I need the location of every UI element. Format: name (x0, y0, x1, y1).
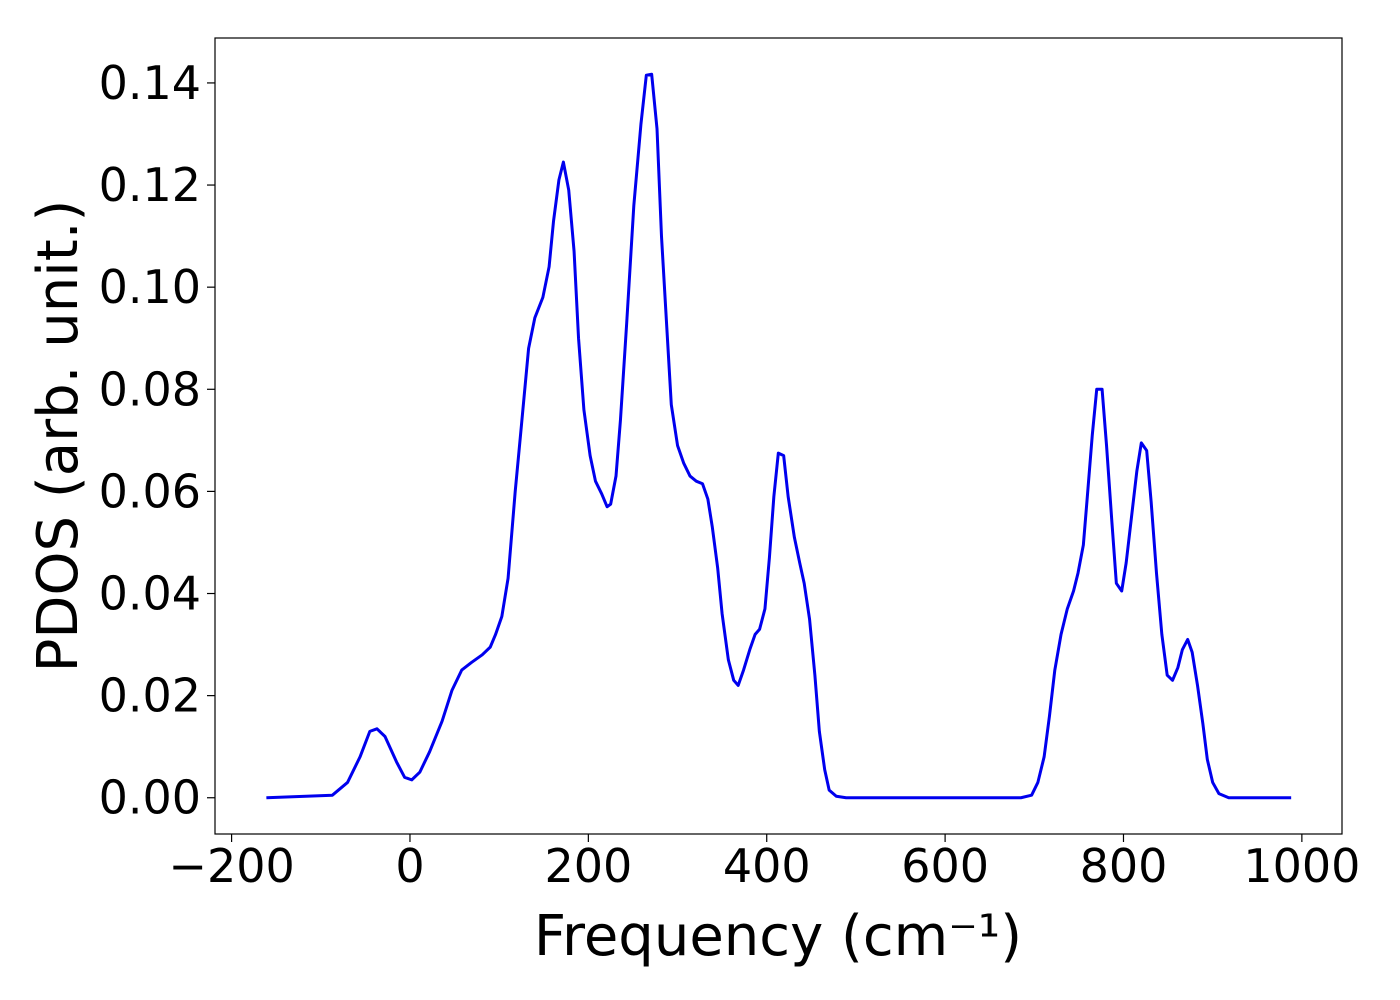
x-tick-label: 400 (723, 839, 811, 893)
y-tick-label: 0.00 (99, 771, 201, 825)
plot-frame (214, 37, 1343, 835)
x-axis-label: Frequency (cm⁻¹) (534, 904, 1022, 969)
x-tick-label: 800 (1080, 839, 1168, 893)
x-tick-label: 600 (901, 839, 989, 893)
x-tick-label: 0 (395, 839, 424, 893)
y-tick-label: 0.10 (99, 260, 201, 314)
y-tick-label: 0.06 (99, 464, 201, 518)
y-axis-label: PDOS (arb. unit.) (26, 200, 91, 673)
x-tick-label: 1000 (1243, 839, 1360, 893)
y-tick-label: 0.02 (99, 669, 201, 723)
y-tick-label: 0.14 (99, 56, 201, 110)
x-tick-label: 200 (544, 839, 632, 893)
y-tick-label: 0.04 (99, 567, 201, 621)
y-tick-label: 0.12 (99, 158, 201, 212)
x-tick-label: −200 (168, 839, 294, 893)
data-line (266, 72, 1292, 800)
y-tick-label: 0.08 (99, 362, 201, 416)
